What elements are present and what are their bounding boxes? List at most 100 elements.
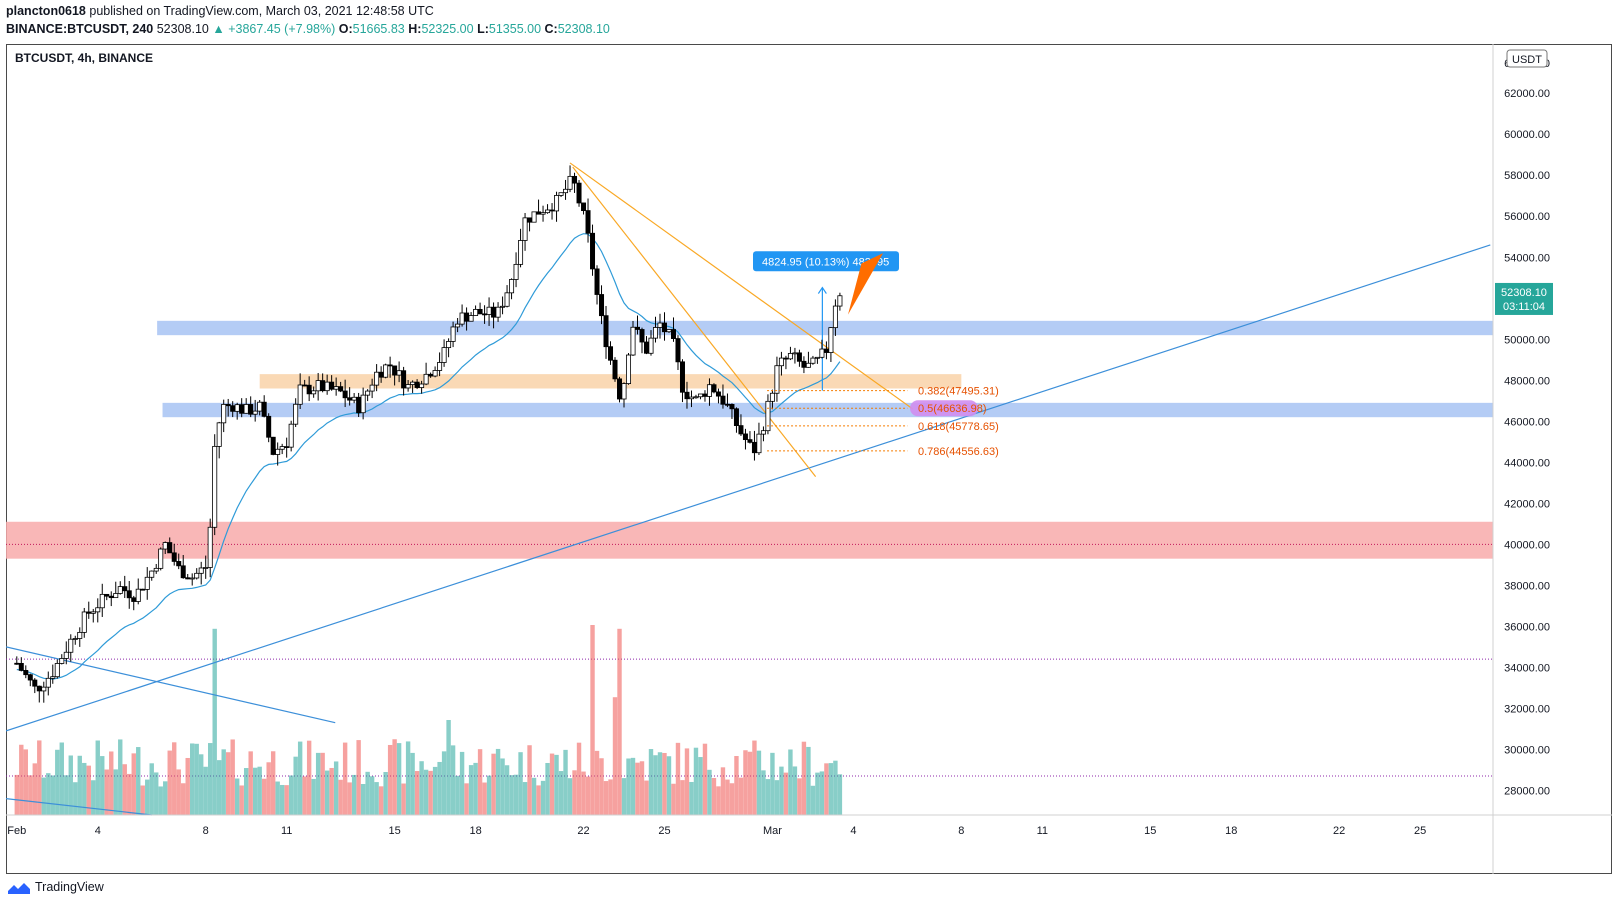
volume-bar	[14, 774, 19, 815]
candle-body	[675, 338, 681, 363]
volume-bar	[716, 786, 721, 815]
candle-body	[706, 384, 712, 397]
x-tick-label: 22	[577, 825, 589, 837]
candle-body	[536, 211, 542, 215]
axes-layer: 28000.00 30000.00 32000.00 34000.00 36000.00…	[6, 44, 1612, 874]
candle-body	[455, 323, 461, 328]
volume-bar	[698, 757, 703, 815]
x-tick-label: 18	[469, 825, 481, 837]
descending-trend-line	[6, 646, 336, 724]
candle-body	[774, 365, 780, 394]
volume-bar	[19, 744, 24, 815]
volume-bar	[612, 697, 618, 815]
measure-label: 4824.95 (10.13%) 482495	[762, 256, 889, 268]
candle-body	[778, 357, 784, 367]
candle-body	[333, 386, 339, 390]
volume-trend-line	[6, 797, 152, 816]
volume-bar	[671, 783, 676, 815]
candle-body	[383, 364, 389, 378]
zone-support-1	[259, 374, 962, 389]
candle-body	[814, 356, 820, 359]
volume-bar	[702, 743, 708, 815]
volume-bar	[540, 780, 546, 815]
candle-body	[306, 384, 312, 395]
volume-bar	[239, 785, 244, 815]
volume-bar	[37, 740, 42, 815]
volume-bar	[208, 743, 213, 815]
candle-body	[284, 446, 290, 448]
candle-body	[185, 577, 191, 580]
volume-bar	[351, 774, 357, 815]
volume-bar	[513, 774, 519, 815]
volume-bar	[707, 769, 712, 815]
candle-body	[783, 357, 789, 360]
volume-bar	[176, 769, 181, 815]
candle-body	[158, 548, 164, 569]
publish-info: published on TradingView.com, March 03, …	[89, 4, 434, 18]
volume-bar	[603, 781, 609, 815]
y-tick-label: 60000.00	[1504, 129, 1550, 141]
candle-body	[401, 370, 407, 389]
volume-bar	[252, 767, 258, 815]
x-tick-label: 15	[1144, 825, 1156, 837]
x-tick-label: 8	[958, 825, 964, 837]
candle-body	[243, 404, 249, 414]
candle-body	[527, 217, 533, 223]
volume-bar	[77, 755, 82, 815]
footer-brand[interactable]: TradingView	[35, 880, 104, 894]
candle-body	[823, 348, 829, 353]
candle-body	[176, 561, 182, 567]
volume-bar	[653, 755, 658, 815]
x-tick-label: 11	[281, 825, 292, 837]
volume-bar	[378, 786, 384, 815]
candle-body	[104, 593, 110, 597]
candle-body	[405, 384, 411, 389]
volume-bar	[23, 749, 28, 815]
candle-body	[32, 679, 38, 687]
orange-trend-line-upper	[569, 162, 914, 410]
candle-body	[23, 670, 29, 676]
y-tick-label: 54000.00	[1504, 252, 1550, 264]
candle-body	[441, 347, 447, 363]
candle-body	[171, 552, 177, 562]
low-label: L:	[477, 22, 489, 36]
volume-bar	[68, 755, 73, 815]
volume-bar	[154, 772, 159, 815]
candle-body	[567, 175, 573, 190]
volume-bar	[563, 749, 568, 815]
y-tick-label: 36000.00	[1504, 621, 1550, 633]
candle-body	[473, 308, 479, 316]
candle-body	[90, 611, 96, 614]
candle-body	[162, 542, 168, 550]
candle-body	[486, 306, 492, 315]
candle-body	[513, 263, 519, 280]
candle-body	[688, 396, 694, 400]
volume-bar	[338, 779, 343, 815]
volume-bar	[145, 779, 150, 815]
volume-bar	[347, 782, 352, 815]
candle-body	[702, 393, 708, 397]
volume-bar	[446, 720, 451, 815]
candle-body	[81, 611, 87, 633]
volume-bar	[680, 780, 685, 815]
candle-body	[230, 405, 236, 412]
volume-bar	[203, 766, 208, 815]
volume-bar	[365, 771, 370, 815]
volume-bar	[734, 756, 739, 815]
candle-body	[787, 353, 793, 360]
candle-body	[50, 676, 56, 679]
volume-bar	[509, 775, 514, 815]
volume-bar	[46, 773, 51, 815]
candle-body	[153, 567, 159, 572]
price-chart[interactable]: 4824.95 (10.13%) 482495 0.382(47495.31)0…	[6, 44, 1612, 874]
candle-body	[715, 391, 721, 397]
volume-bar	[455, 775, 460, 815]
publisher-name[interactable]: plancton0618	[6, 4, 86, 18]
volume-bar	[815, 772, 820, 815]
x-tick-label: 25	[1414, 825, 1426, 837]
candle-body	[590, 232, 596, 270]
candle-body	[167, 542, 173, 554]
volume-bar	[662, 752, 667, 815]
candle-body	[36, 685, 42, 692]
candle-body	[576, 182, 582, 204]
